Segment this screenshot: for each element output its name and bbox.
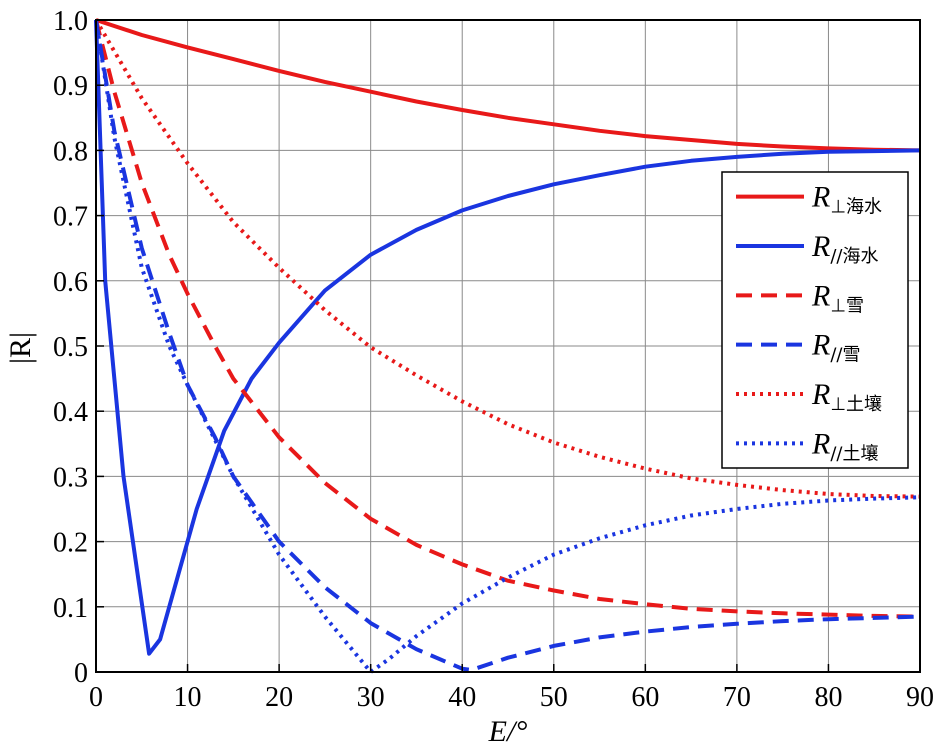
y-tick-label: 1.0 [53, 6, 88, 37]
x-tick-label: 20 [265, 682, 293, 713]
x-tick-label: 90 [906, 682, 934, 713]
y-tick-label: 0.3 [53, 462, 88, 493]
y-axis-label: |R| [4, 332, 37, 364]
legend-box [721, 171, 909, 469]
series-line-1 [94, 19, 921, 656]
x-tick-label: 10 [174, 682, 202, 713]
tick-layer: 0 10 20 30 40 50 60 70 80 90 0 0.1 0.2 0.3 0.4 0.5 0.6 0.… [53, 6, 934, 713]
legend: R⊥海水 R//海水 R⊥雪 R//雪 R⊥土壤 R//土壤 [721, 171, 909, 469]
y-tick-label: 0.7 [53, 202, 88, 233]
series-line-2 [94, 19, 921, 619]
legend-label: R//海水 [811, 230, 878, 267]
legend-label: R⊥雪 [811, 279, 864, 316]
x-axis-label: E/° [488, 715, 528, 748]
y-tick-label: 0.8 [53, 136, 88, 167]
legend-label: R//雪 [811, 329, 860, 366]
x-tick-label: 0 [89, 682, 103, 713]
y-tick-label: 0.5 [53, 332, 88, 363]
y-tick-label: 0 [74, 658, 88, 689]
y-tick-label: 0.4 [53, 397, 88, 428]
y-tick-label: 0.6 [53, 267, 88, 298]
x-tick-label: 50 [540, 682, 568, 713]
x-tick-label: 70 [723, 682, 751, 713]
x-tick-label: 80 [814, 682, 842, 713]
y-tick-label: 0.1 [53, 593, 88, 624]
series-line-0 [95, 18, 921, 153]
grid-layer [96, 20, 920, 672]
legend-label: R⊥海水 [811, 181, 882, 218]
legend-label: R⊥土壤 [811, 378, 882, 415]
x-tick-label: 60 [631, 682, 659, 713]
y-tick-label: 0.9 [53, 71, 88, 102]
legend-label: R//土壤 [811, 427, 878, 464]
y-tick-label: 0.2 [53, 528, 88, 559]
x-tick-label: 40 [448, 682, 476, 713]
x-tick-label: 30 [357, 682, 385, 713]
